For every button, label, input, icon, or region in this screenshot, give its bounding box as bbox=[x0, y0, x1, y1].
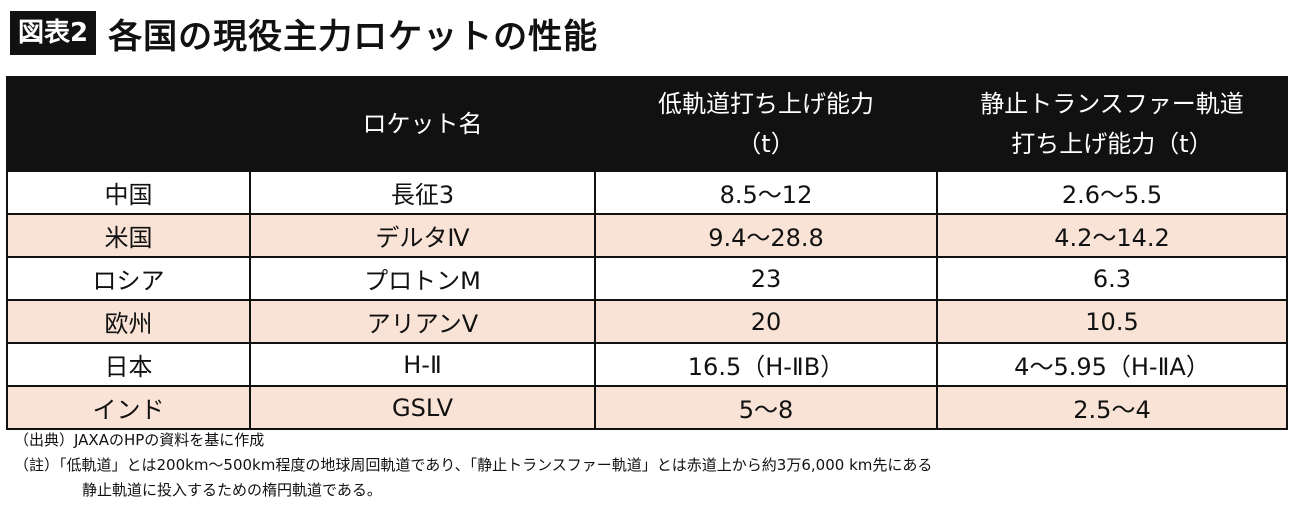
cell-country: 米国 bbox=[6, 214, 251, 258]
header-country bbox=[6, 76, 251, 172]
title-row: 図表2 各国の現役主力ロケットの性能 bbox=[10, 8, 598, 58]
cell-rocket: プロトンM bbox=[249, 257, 596, 301]
header-leo-line1: 低軌道打ち上げ能力 bbox=[658, 90, 874, 118]
table-row: ロシア プロトンM 23 6.3 bbox=[6, 257, 1288, 301]
header-gto-line2: 打ち上げ能力（t） bbox=[1011, 130, 1213, 158]
table-row: インド GSLV 5〜8 2.5〜4 bbox=[6, 386, 1288, 430]
cell-country: 日本 bbox=[6, 343, 251, 387]
figure-badge: 図表2 bbox=[10, 11, 97, 55]
cell-rocket: デルタⅣ bbox=[249, 214, 596, 258]
cell-country: インド bbox=[6, 386, 251, 430]
header-gto-capacity: 静止トランスファー軌道 打ち上げ能力（t） bbox=[936, 76, 1288, 172]
cell-country: ロシア bbox=[6, 257, 251, 301]
footnotes: （出典）JAXAのHPの資料を基に作成 （註）「低軌道」とは200km〜500k… bbox=[14, 428, 932, 503]
cell-gto: 2.6〜5.5 bbox=[936, 171, 1288, 215]
table-row: 欧州 アリアンⅤ 20 10.5 bbox=[6, 300, 1288, 344]
cell-rocket: アリアンⅤ bbox=[249, 300, 596, 344]
cell-gto: 10.5 bbox=[936, 300, 1288, 344]
table-row: 中国 長征3 8.5〜12 2.6〜5.5 bbox=[6, 171, 1288, 215]
cell-country: 中国 bbox=[6, 171, 251, 215]
cell-leo: 9.4〜28.8 bbox=[594, 214, 938, 258]
table-row: 米国 デルタⅣ 9.4〜28.8 4.2〜14.2 bbox=[6, 214, 1288, 258]
definition-note-line1: （註）「低軌道」とは200km〜500km程度の地球周回軌道であり、「静止トラン… bbox=[14, 456, 933, 474]
cell-leo: 16.5（H-ⅡB） bbox=[594, 343, 938, 387]
cell-rocket: H-Ⅱ bbox=[249, 343, 596, 387]
table-row: 日本 H-Ⅱ 16.5（H-ⅡB） 4〜5.95（H-ⅡA） bbox=[6, 343, 1288, 387]
cell-country: 欧州 bbox=[6, 300, 251, 344]
page-title: 各国の現役主力ロケットの性能 bbox=[108, 16, 599, 57]
header-leo-capacity: 低軌道打ち上げ能力 （t） bbox=[594, 76, 938, 172]
cell-gto: 4.2〜14.2 bbox=[936, 214, 1288, 258]
cell-rocket: GSLV bbox=[249, 386, 596, 430]
cell-gto: 2.5〜4 bbox=[936, 386, 1288, 430]
definition-note-line2: 静止軌道に投入するための楕円軌道である。 bbox=[82, 481, 382, 499]
rocket-performance-table: ロケット名 低軌道打ち上げ能力 （t） 静止トランスファー軌道 打ち上げ能力（t… bbox=[6, 76, 1288, 430]
table-header-row: ロケット名 低軌道打ち上げ能力 （t） 静止トランスファー軌道 打ち上げ能力（t… bbox=[6, 76, 1288, 172]
header-rocket-name-label: ロケット名 bbox=[362, 110, 483, 138]
source-note: （出典）JAXAのHPの資料を基に作成 bbox=[14, 431, 265, 449]
cell-leo: 8.5〜12 bbox=[594, 171, 938, 215]
header-gto-line1: 静止トランスファー軌道 bbox=[980, 90, 1244, 118]
header-rocket-name: ロケット名 bbox=[249, 76, 596, 172]
cell-leo: 20 bbox=[594, 300, 938, 344]
cell-leo: 23 bbox=[594, 257, 938, 301]
cell-leo: 5〜8 bbox=[594, 386, 938, 430]
header-leo-line2: （t） bbox=[737, 130, 795, 158]
cell-rocket: 長征3 bbox=[249, 171, 596, 215]
cell-gto: 6.3 bbox=[936, 257, 1288, 301]
cell-gto: 4〜5.95（H-ⅡA） bbox=[936, 343, 1288, 387]
